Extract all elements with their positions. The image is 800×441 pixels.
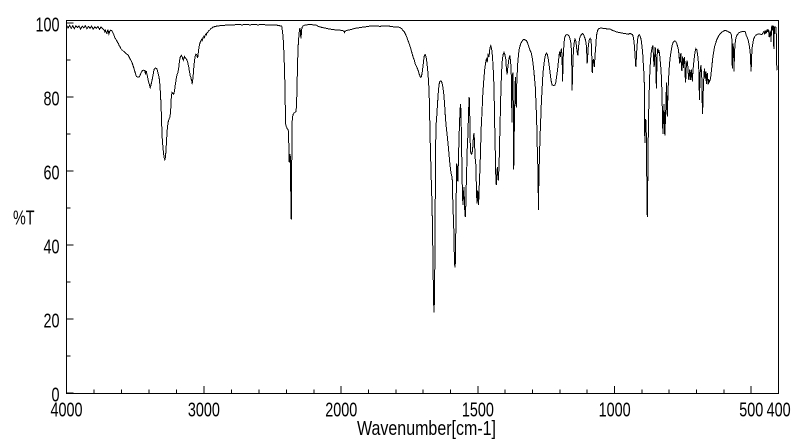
svg-text:40: 40 bbox=[43, 235, 59, 258]
svg-text:%T: %T bbox=[13, 206, 35, 229]
svg-text:2000: 2000 bbox=[325, 398, 357, 421]
svg-text:0: 0 bbox=[51, 383, 59, 406]
svg-text:60: 60 bbox=[43, 161, 59, 184]
svg-text:100: 100 bbox=[35, 13, 59, 36]
svg-text:400: 400 bbox=[767, 398, 791, 421]
svg-text:1000: 1000 bbox=[599, 398, 631, 421]
svg-text:80: 80 bbox=[43, 87, 59, 110]
svg-text:1500: 1500 bbox=[462, 398, 494, 421]
svg-text:20: 20 bbox=[43, 309, 59, 332]
svg-text:500: 500 bbox=[739, 398, 763, 421]
svg-text:4000: 4000 bbox=[50, 398, 82, 421]
svg-text:Wavenumber[cm-1]: Wavenumber[cm-1] bbox=[357, 417, 496, 439]
svg-text:3000: 3000 bbox=[188, 398, 220, 421]
